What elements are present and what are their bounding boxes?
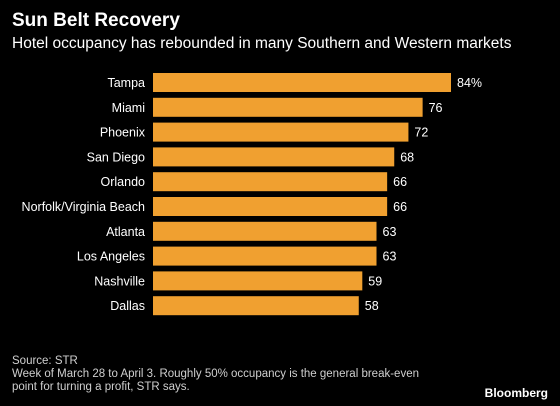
footnote-line-1: Week of March 28 to April 3. Roughly 50%… [12, 368, 419, 380]
bar [153, 221, 377, 241]
category-label: Dallas [110, 299, 145, 313]
value-label: 68 [400, 150, 414, 164]
bar-chart: Tampa 84% Miami 76 Phoenix 72 San Diego 68 Orlan… [22, 73, 482, 316]
value-label: 76 [429, 101, 443, 115]
category-label: Atlanta [106, 225, 145, 239]
bar [153, 197, 388, 216]
category-label: Norfolk/Virginia Beach [22, 200, 145, 214]
value-label: 84% [457, 76, 482, 90]
category-label: Orlando [101, 175, 146, 189]
category-label: San Diego [87, 150, 145, 164]
chart-footer: Source: STR Week of March 28 to April 3.… [12, 355, 419, 394]
bar [153, 73, 451, 92]
bar [153, 246, 377, 266]
bar [153, 172, 388, 192]
category-label: Miami [112, 101, 145, 115]
footnote-line-2: point for turning a profit, STR says. [12, 381, 190, 393]
bar [153, 97, 423, 117]
bar [153, 147, 395, 167]
chart-title: Sun Belt Recovery [12, 10, 180, 31]
category-label: Los Angeles [77, 250, 145, 264]
value-label: 66 [393, 200, 407, 214]
value-label: 66 [393, 175, 407, 189]
brand-logo: Bloomberg [484, 386, 548, 400]
bar [153, 122, 409, 142]
value-label: 72 [414, 126, 428, 140]
value-label: 63 [383, 225, 397, 239]
bar [153, 271, 363, 291]
source-note: Source: STR [12, 355, 78, 367]
category-label: Nashville [94, 274, 145, 288]
value-label: 59 [368, 274, 382, 288]
category-label: Tampa [107, 76, 145, 90]
bar [153, 296, 359, 316]
category-label: Phoenix [100, 126, 146, 140]
chart-subtitle: Hotel occupancy has rebounded in many So… [12, 35, 512, 52]
value-label: 58 [365, 299, 379, 313]
value-label: 63 [383, 250, 397, 264]
